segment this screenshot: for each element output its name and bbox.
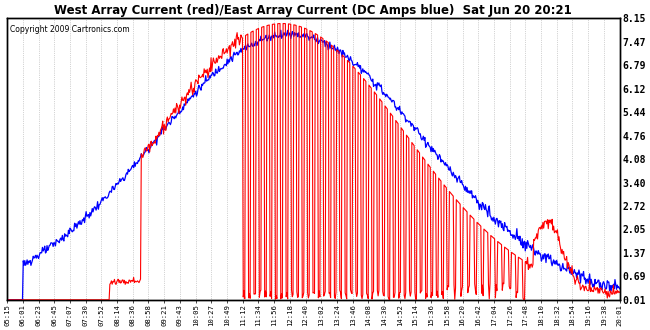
Text: Copyright 2009 Cartronics.com: Copyright 2009 Cartronics.com: [10, 25, 130, 34]
Title: West Array Current (red)/East Array Current (DC Amps blue)  Sat Jun 20 20:21: West Array Current (red)/East Array Curr…: [55, 4, 572, 17]
